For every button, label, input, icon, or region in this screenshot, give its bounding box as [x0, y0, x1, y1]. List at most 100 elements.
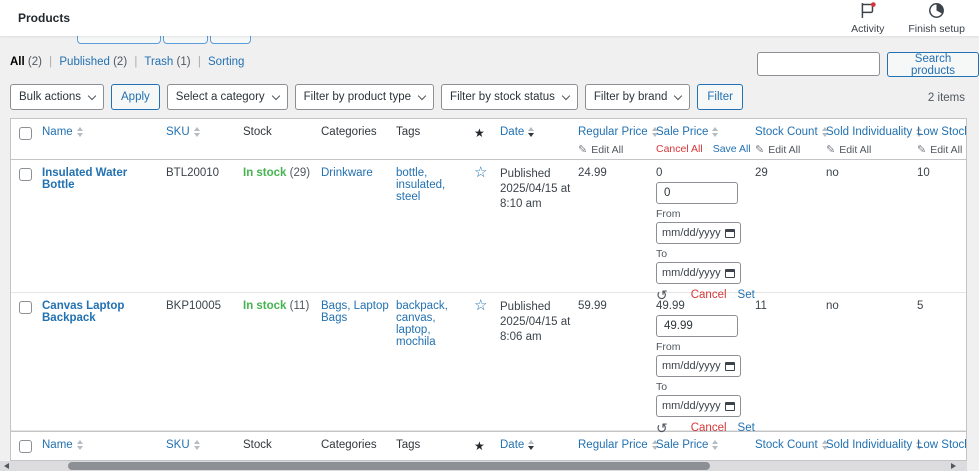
sort-date[interactable]: Date	[500, 439, 525, 451]
sort-arrows-icon	[193, 127, 200, 137]
featured-star-icon: ★	[474, 439, 485, 453]
sold-individuality-value: no	[826, 167, 839, 179]
view-trash-link[interactable]: Trash	[144, 56, 174, 68]
search-input[interactable]	[757, 52, 880, 76]
save-all-link[interactable]: Save All	[712, 143, 751, 155]
regular-price-value: 24.99	[578, 167, 607, 179]
brand-filter-select[interactable]: Filter by brand	[584, 84, 691, 110]
pencil-icon: ✎	[578, 144, 588, 156]
tags-links[interactable]: backpack, canvas, laptop, mochila	[396, 300, 448, 348]
activity-button[interactable]: Activity	[851, 1, 884, 35]
scroll-right-arrow-icon[interactable]	[951, 463, 956, 469]
calendar-icon[interactable]	[725, 401, 735, 411]
sort-date[interactable]: Date	[500, 126, 525, 138]
cancel-link[interactable]: Cancel	[690, 289, 727, 301]
reset-icon[interactable]: ↺	[656, 420, 668, 436]
sale-to-date-input[interactable]: mm/dd/yyyy	[656, 395, 741, 417]
apply-button[interactable]: Apply	[111, 84, 160, 110]
set-link[interactable]: Set	[737, 289, 755, 301]
separator: |	[134, 56, 138, 68]
date-placeholder: mm/dd/yyyy	[662, 360, 721, 372]
product-name-link[interactable]: Insulated Water Bottle	[42, 167, 128, 191]
sort-low-stock[interactable]: Low Stock	[917, 439, 967, 451]
sort-regular-price[interactable]: Regular Price	[578, 439, 648, 451]
from-label: From	[656, 341, 681, 353]
edit-all-low-stock[interactable]: ✎ Edit All	[917, 143, 963, 157]
sort-arrows-icon	[76, 127, 83, 137]
sale-price-editor: 49.99 From mm/dd/yyyy To mm/dd/yyyy ↺ Ca…	[653, 293, 755, 436]
stock-status: In stock	[243, 167, 287, 179]
sort-arrows-icon	[651, 440, 658, 450]
chevron-down-icon	[87, 91, 97, 100]
category-link[interactable]: Bags, Laptop Bags	[321, 300, 389, 324]
edit-all-stock-count[interactable]: ✎ Edit All	[755, 143, 801, 157]
cancel-link[interactable]: Cancel	[690, 422, 727, 434]
sort-name[interactable]: Name	[42, 126, 73, 138]
view-all-link[interactable]: All	[10, 56, 25, 68]
to-label: To	[656, 248, 668, 260]
chevron-down-icon	[674, 91, 683, 100]
view-sorting-link[interactable]: Sorting	[208, 56, 245, 68]
scrollbar-thumb[interactable]	[68, 462, 710, 470]
category-filter-label: Select a category	[175, 91, 265, 103]
sort-name[interactable]: Name	[42, 439, 73, 451]
sort-stock-count[interactable]: Stock Count	[755, 126, 818, 138]
horizontal-scrollbar[interactable]	[0, 461, 967, 471]
select-all-checkbox[interactable]	[19, 440, 32, 453]
product-name-link[interactable]: Canvas Laptop Backpack	[42, 300, 125, 324]
sort-sku[interactable]: SKU	[166, 439, 190, 451]
featured-star-toggle[interactable]: ☆	[474, 297, 488, 314]
finish-setup-button[interactable]: Finish setup	[908, 2, 965, 35]
scroll-left-arrow-icon[interactable]	[4, 463, 9, 469]
sort-stock-count[interactable]: Stock Count	[755, 439, 818, 451]
setup-progress-icon	[928, 2, 945, 22]
sort-arrows-icon	[821, 440, 828, 450]
row-checkbox[interactable]	[19, 301, 32, 314]
topbar-actions: Activity Finish setup	[851, 1, 965, 35]
calendar-icon[interactable]	[725, 268, 735, 278]
set-link[interactable]: Set	[737, 422, 755, 434]
category-filter-select[interactable]: Select a category	[166, 84, 288, 110]
list-toolbar: Bulk actions Apply Select a category Fil…	[10, 84, 743, 110]
sort-low-stock[interactable]: Low Stock	[917, 126, 967, 138]
sort-arrows-icon	[821, 127, 828, 137]
product-type-filter-select[interactable]: Filter by product type	[294, 84, 435, 110]
sort-sale-price[interactable]: Sale Price	[656, 439, 709, 451]
pencil-icon: ✎	[917, 144, 927, 156]
calendar-icon[interactable]	[725, 228, 735, 238]
sort-arrows-icon	[712, 440, 719, 450]
activity-flag-icon	[859, 1, 876, 22]
row-checkbox[interactable]	[19, 168, 32, 181]
sale-from-date-input[interactable]: mm/dd/yyyy	[656, 355, 741, 377]
chevron-down-icon	[561, 91, 571, 100]
stock-status-filter-select[interactable]: Filter by stock status	[441, 84, 578, 110]
top-bar: Products Activity Finish setup	[0, 0, 979, 36]
separator: |	[49, 56, 53, 68]
sale-price-input[interactable]	[656, 182, 738, 204]
bulk-actions-select[interactable]: Bulk actions	[10, 84, 105, 110]
sale-to-date-input[interactable]: mm/dd/yyyy	[656, 262, 741, 284]
featured-star-toggle[interactable]: ☆	[474, 164, 488, 181]
sale-price-display: 49.99	[656, 300, 685, 312]
sort-sku[interactable]: SKU	[166, 126, 190, 138]
cancel-all-link[interactable]: Cancel All	[656, 143, 703, 155]
sort-arrows-icon	[76, 440, 83, 450]
sale-from-date-input[interactable]: mm/dd/yyyy	[656, 222, 741, 244]
reset-icon[interactable]: ↺	[656, 287, 668, 303]
select-all-checkbox[interactable]	[19, 127, 32, 140]
view-published-link[interactable]: Published	[59, 56, 110, 68]
sort-sale-price[interactable]: Sale Price	[656, 126, 709, 138]
sort-arrows-icon-desc	[528, 440, 535, 450]
edit-all-regular-price[interactable]: ✎ Edit All	[578, 143, 624, 157]
category-link[interactable]: Drinkware	[321, 167, 373, 179]
sale-price-input[interactable]	[656, 315, 738, 337]
sort-sold-individuality[interactable]: Sold Individuality	[826, 439, 913, 451]
search-products-button[interactable]: Search products	[887, 52, 979, 77]
edit-all-sold-individuality[interactable]: ✎ Edit All	[826, 143, 872, 157]
sort-regular-price[interactable]: Regular Price	[578, 126, 648, 138]
filter-button[interactable]: Filter	[697, 84, 743, 110]
chevron-down-icon	[417, 91, 427, 100]
calendar-icon[interactable]	[725, 361, 735, 371]
sort-sold-individuality[interactable]: Sold Individuality	[826, 126, 913, 138]
tags-links[interactable]: bottle, insulated, steel	[396, 167, 446, 203]
